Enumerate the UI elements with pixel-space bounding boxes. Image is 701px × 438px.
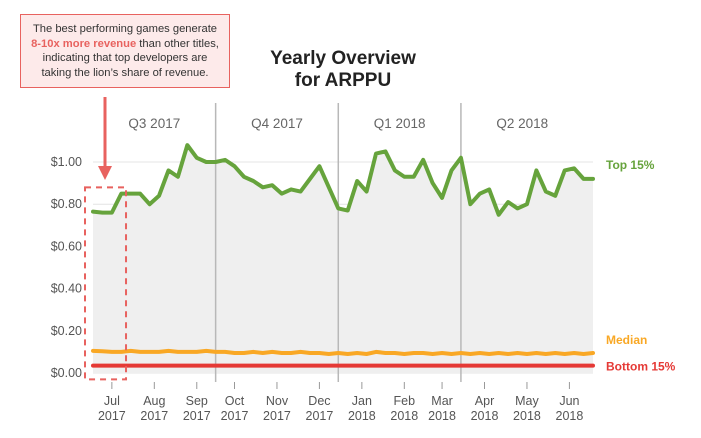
y-axis-ticks: $0.00 $0.20 $0.40 $0.60 $0.80 $1.00 [51,155,82,380]
x-tick-month: Jul [104,394,120,408]
x-tick-month: Aug [143,394,165,408]
arrow-head [98,166,112,180]
callout-box: The best performing games generate 8-10x… [20,14,230,88]
y-tick-label: $0.80 [51,197,82,211]
x-tick-year: 2017 [98,409,126,423]
top-series-area [93,145,593,373]
x-tick-month: Nov [266,394,289,408]
x-tick-month: Jun [559,394,579,408]
x-tick-year: 2017 [140,409,168,423]
series-labels: Top 15% Median Bottom 15% [606,158,676,374]
x-tick-month: Oct [225,394,245,408]
quarter-label: Q1 2018 [374,116,426,131]
x-tick-year: 2018 [390,409,418,423]
callout-annotation [84,97,128,381]
x-tick-month: Feb [394,394,416,408]
x-tick-month: Dec [308,394,330,408]
quarter-label: Q2 2018 [496,116,548,131]
x-tick-year: 2017 [221,409,249,423]
quarter-label: Q4 2017 [251,116,303,131]
chart-title-line2: for ARPPU [294,70,392,91]
x-tick-year: 2017 [263,409,291,423]
series-line [91,348,595,357]
x-tick-month: May [515,394,539,408]
quarter-label: Q3 2017 [128,116,180,131]
x-tick-year: 2017 [306,409,334,423]
x-tick-year: 2018 [471,409,499,423]
series-label: Top 15% [606,158,655,172]
series-label: Bottom 15% [606,360,676,374]
callout-highlight: 8-10x more revenue [31,37,137,50]
series-line [91,143,595,217]
chart-title: Yearly Overview for ARPPU [258,48,428,92]
x-tick-month: Sep [186,394,208,408]
quarter-dividers: Q3 2017 Q4 2017 Q1 2018 Q2 2018 [128,103,548,382]
x-axis-ticks: Jul2017Aug2017Sep2017Oct2017Nov2017Dec20… [98,382,583,423]
y-tick-label: $1.00 [51,155,82,169]
x-tick-year: 2018 [556,409,584,423]
x-tick-month: Jan [352,394,372,408]
x-tick-year: 2018 [428,409,456,423]
x-tick-month: Mar [431,394,453,408]
y-tick-label: $0.00 [51,366,82,380]
x-tick-year: 2018 [513,409,541,423]
series-label: Median [606,333,647,347]
y-tick-label: $0.60 [51,239,82,253]
x-tick-year: 2018 [348,409,376,423]
x-tick-month: Apr [475,394,494,408]
top-series-fill [93,145,593,373]
callout-text-after: than other titles, indicating that top d… [41,37,219,79]
y-tick-label: $0.20 [51,324,82,338]
x-tick-year: 2017 [183,409,211,423]
y-tick-label: $0.40 [51,282,82,296]
callout-text-before: The best performing games generate [32,23,218,35]
chart-title-line1: Yearly Overview [270,48,416,69]
series-lines [91,143,595,368]
dashed-highlight-box [84,186,128,381]
